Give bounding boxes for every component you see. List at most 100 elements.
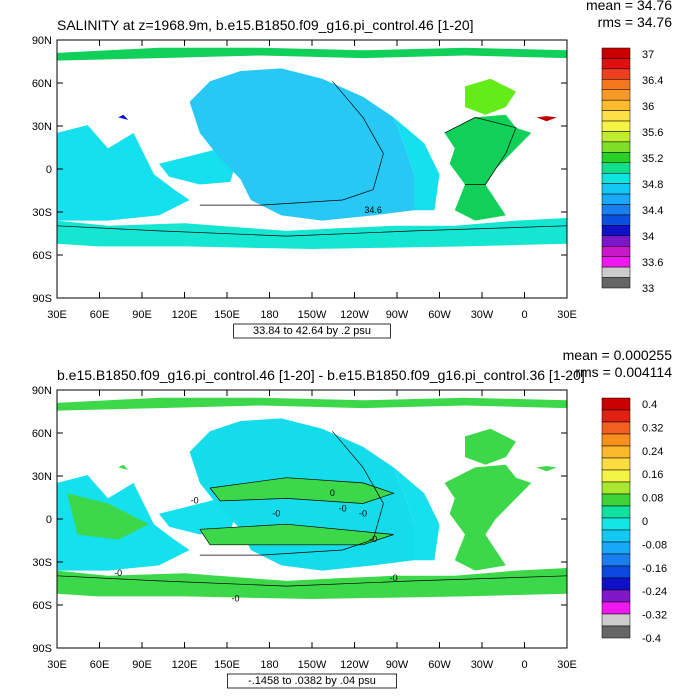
colorbar-swatch xyxy=(601,529,631,543)
x-tick-label: 150E xyxy=(214,309,240,321)
x-tick-label: 30E xyxy=(47,659,67,671)
pacific-band-2 xyxy=(199,524,394,545)
contour-label: -0 xyxy=(272,508,280,518)
colorbar-swatch xyxy=(601,601,631,615)
southern-band xyxy=(57,575,567,597)
x-tick-label: 150W xyxy=(298,659,327,671)
colorbar-swatch xyxy=(601,409,631,423)
x-tick-label: 120E xyxy=(172,659,198,671)
colorbar-swatch xyxy=(601,565,631,579)
x-tick-label: 180 xyxy=(260,659,278,671)
contour-label: 34.6 xyxy=(364,205,382,215)
rms-value: rms = 0.004114 xyxy=(575,364,672,380)
contour-label: -0 xyxy=(231,594,239,604)
colorbar-swatch xyxy=(601,214,631,226)
colorbar-label: 35.2 xyxy=(642,153,663,165)
colorbar-swatch xyxy=(601,613,631,627)
colorbar-label: 0.32 xyxy=(642,422,663,434)
colorbar-label: 0.24 xyxy=(642,446,663,458)
south-atlantic xyxy=(454,184,506,221)
y-tick-label: 0 xyxy=(46,514,52,526)
x-tick-label: 90W xyxy=(386,659,409,671)
colorbar-label: 33.6 xyxy=(642,257,663,269)
x-tick-label: 90E xyxy=(132,309,152,321)
southern-ocean xyxy=(57,218,567,249)
colorbar-swatch xyxy=(601,541,631,555)
colorbar-swatch xyxy=(601,68,631,80)
mean-value: mean = 0.000255 xyxy=(563,347,673,363)
colorbar-label: 36.4 xyxy=(642,75,663,87)
contour-line xyxy=(444,117,517,185)
contour-line xyxy=(199,523,394,546)
colorbar-swatch xyxy=(601,421,631,435)
y-tick-label: 30N xyxy=(32,471,52,483)
mediterranean xyxy=(536,116,557,122)
colorbar-swatch xyxy=(601,433,631,447)
colorbar-swatch xyxy=(601,493,631,507)
panel-title: b.e15.B1850.f09_g16.pi_control.46 [1-20]… xyxy=(57,367,585,383)
arctic-ocean xyxy=(57,397,567,411)
north-atlantic xyxy=(444,464,532,545)
y-tick-label: 30S xyxy=(32,557,52,569)
y-tick-label: 60S xyxy=(32,250,52,262)
colorbar-swatch xyxy=(601,397,631,411)
colorbar-label: 34.8 xyxy=(642,179,663,191)
colorbar-swatch xyxy=(601,577,631,591)
y-tick-label: 30N xyxy=(32,121,52,133)
colorbar-swatch xyxy=(601,256,631,268)
x-tick-label: 30E xyxy=(47,309,67,321)
indian-ocean xyxy=(57,125,190,221)
x-tick-label: 150E xyxy=(214,659,240,671)
colorbar-label: -0.24 xyxy=(642,586,667,598)
colorbar-label: 34 xyxy=(642,231,654,243)
colorbar-swatch xyxy=(601,58,631,70)
colorbar-label: 0.4 xyxy=(642,399,657,411)
x-tick-label: 90W xyxy=(386,309,409,321)
contour-info-text: 33.84 to 42.64 by .2 psu xyxy=(253,325,371,337)
colorbar-swatch xyxy=(601,625,631,639)
colorbar: 0.4 0.32 0.24 0.16 0.08 0 -0.08 -0.16 -0.24 -0.32… xyxy=(601,397,667,645)
colorbar-swatch xyxy=(601,204,631,216)
colorbar-swatch xyxy=(601,79,631,90)
colorbar-swatch xyxy=(601,457,631,471)
colorbar-label: 35.6 xyxy=(642,127,663,139)
colorbar-label: -0.08 xyxy=(642,539,667,551)
x-tick-label: 120E xyxy=(172,309,198,321)
colorbar-swatch xyxy=(601,481,631,495)
info-box-frame xyxy=(233,323,391,339)
colorbar-swatch xyxy=(601,47,631,59)
map-panel-2: b.e15.B1850.f09_g16.pi_control.46 [1-20]… xyxy=(32,347,673,689)
colorbar-swatch xyxy=(601,110,631,122)
contour-label: -0 xyxy=(369,534,377,544)
panel-title: SALINITY at z=1968.9m, b.e15.B1850.f09_g… xyxy=(57,17,474,33)
colorbar-swatch xyxy=(601,162,631,174)
x-tick-label: 60W xyxy=(428,309,451,321)
contour-line xyxy=(56,575,568,587)
colorbar-swatch xyxy=(601,469,631,483)
mean-value: mean = 34.76 xyxy=(586,0,672,13)
contour-label: 0 xyxy=(330,488,335,498)
arctic-ocean xyxy=(57,47,567,61)
colorbar-label: -0.4 xyxy=(642,633,661,645)
colorbar-label: 0.16 xyxy=(642,469,663,481)
labrador-sea xyxy=(465,78,516,115)
colorbar-swatch xyxy=(601,172,631,184)
y-tick-label: 60N xyxy=(32,428,52,440)
colorbar-label: 33 xyxy=(642,283,654,295)
colorbar-label: 36 xyxy=(642,101,654,113)
maritime-seas xyxy=(159,148,236,185)
map-panel-1: SALINITY at z=1968.9m, b.e15.B1850.f09_g… xyxy=(32,0,672,339)
x-tick-label: 60E xyxy=(90,659,110,671)
colorbar-swatch xyxy=(601,120,631,132)
contour-info-box: 33.84 to 42.64 by .2 psu xyxy=(233,323,391,339)
x-tick-label: 30E xyxy=(557,309,577,321)
colorbar-swatch xyxy=(601,517,631,531)
colorbar-label: 37 xyxy=(642,49,654,61)
y-tick-label: 60N xyxy=(32,78,52,90)
y-tick-label: 90N xyxy=(32,35,52,47)
red-sea xyxy=(118,464,129,470)
contour-info-box: -.1458 to .0382 by .04 psu xyxy=(226,673,397,689)
contour-label: -0 xyxy=(359,508,367,518)
indian-band xyxy=(67,493,149,540)
